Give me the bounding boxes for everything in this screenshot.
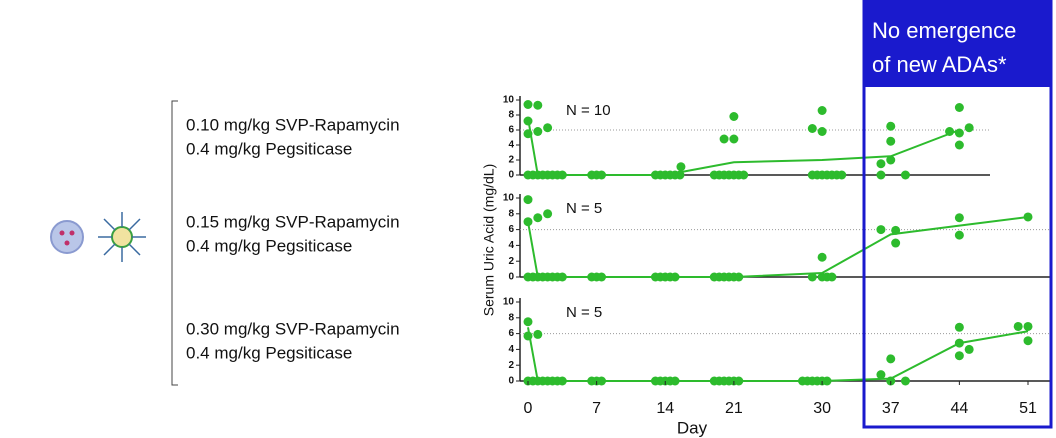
- data-point: [523, 195, 533, 205]
- x-tick-label: 51: [1019, 400, 1037, 417]
- data-point: [900, 376, 910, 386]
- x-tick-label: 30: [813, 400, 831, 417]
- y-tick-label: 8: [508, 312, 514, 323]
- y-tick-label: 10: [503, 95, 515, 106]
- y-tick-label: 2: [508, 360, 514, 371]
- data-point: [729, 112, 739, 121]
- plots: 0 2 4 6 8 10 N = 10 0 2 4 6 8 10 N = 5 0 2 4 6 8 10 N = 5 0 7 1…: [503, 95, 1050, 437]
- treatment-labels: 0.10 mg/kg SVP-Rapamycin 0.4 mg/kg Pegsit…: [186, 115, 400, 362]
- data-point: [807, 272, 817, 282]
- data-point: [543, 123, 553, 133]
- y-tick-label: 8: [508, 208, 514, 219]
- data-point: [533, 100, 543, 110]
- x-tick-label: 14: [656, 400, 674, 417]
- data-point: [954, 322, 964, 332]
- data-point: [533, 329, 543, 339]
- y-tick-label: 6: [508, 224, 514, 235]
- data-point: [523, 100, 533, 109]
- y-tick-label: 2: [508, 256, 514, 267]
- data-point: [676, 162, 686, 172]
- mean-line: [527, 215, 1029, 278]
- data-point: [817, 252, 827, 262]
- nanoparticle-icons: [50, 212, 146, 262]
- data-point: [739, 170, 749, 180]
- data-point: [876, 370, 886, 380]
- n-label: N = 5: [566, 304, 602, 321]
- x-tick-label: 37: [882, 400, 900, 417]
- data-point: [954, 128, 964, 138]
- data-point: [954, 351, 964, 361]
- callout-header: [864, 1, 1051, 87]
- y-tick-label: 0: [508, 170, 514, 181]
- data-point: [876, 159, 886, 169]
- data-point: [876, 225, 886, 235]
- data-point: [817, 106, 827, 115]
- y-tick-label: 8: [508, 110, 514, 121]
- data-point: [807, 124, 817, 133]
- data-point: [954, 230, 964, 240]
- y-tick-label: 6: [508, 328, 514, 339]
- drug-dot: [64, 240, 70, 246]
- mean-line: [527, 327, 1029, 382]
- data-point: [964, 344, 974, 354]
- n-label: N = 5: [566, 200, 602, 217]
- data-point: [954, 140, 964, 150]
- treatment-enzyme: 0.4 mg/kg Pegsiticase: [186, 236, 352, 255]
- x-tick-label: 0: [524, 400, 533, 417]
- data-point: [886, 155, 896, 165]
- callout-text: No emergence: [872, 18, 1016, 43]
- y-tick-label: 0: [508, 272, 514, 283]
- svp-particle: [50, 220, 84, 254]
- mean-line: [527, 117, 960, 176]
- data-point: [1013, 321, 1023, 331]
- data-point: [543, 209, 553, 219]
- data-point: [817, 127, 827, 136]
- y-tick-label: 4: [508, 344, 514, 355]
- treatment-drug: 0.10 mg/kg SVP-Rapamycin: [186, 115, 400, 134]
- data-point: [1023, 336, 1033, 346]
- y-tick-label: 2: [508, 155, 514, 166]
- x-axis-label: Day: [677, 418, 708, 437]
- data-point: [886, 136, 896, 146]
- data-point: [1023, 321, 1033, 331]
- callout-text: of new ADAs*: [872, 52, 1007, 77]
- x-tick-label: 21: [725, 400, 743, 417]
- data-point: [900, 170, 910, 180]
- y-tick-label: 0: [508, 376, 514, 387]
- data-point: [719, 134, 729, 144]
- y-tick-label: 4: [508, 240, 514, 251]
- data-point: [876, 170, 886, 180]
- data-point: [837, 170, 847, 180]
- drug-dot: [59, 230, 65, 236]
- treatment-drug: 0.15 mg/kg SVP-Rapamycin: [186, 212, 400, 231]
- n-label: N = 10: [566, 102, 611, 119]
- data-point: [523, 317, 533, 327]
- x-tick-label: 7: [592, 400, 601, 417]
- treatment-enzyme: 0.4 mg/kg Pegsiticase: [186, 139, 352, 158]
- treatment-enzyme: 0.4 mg/kg Pegsiticase: [186, 343, 352, 362]
- y-axis-label: Serum Uric Acid (mg/dL): [481, 164, 497, 316]
- data-point: [964, 123, 974, 133]
- data-point: [729, 134, 739, 144]
- drug-dot: [69, 230, 75, 236]
- data-point: [827, 272, 837, 282]
- x-tick-label: 44: [950, 400, 968, 417]
- bracket: [171, 100, 178, 386]
- peg-chains: [98, 212, 146, 262]
- y-tick-label: 4: [508, 140, 514, 151]
- y-tick-label: 10: [503, 297, 515, 308]
- y-tick-label: 10: [503, 193, 515, 204]
- treatment-drug: 0.30 mg/kg SVP-Rapamycin: [186, 319, 400, 338]
- y-tick-label: 6: [508, 125, 514, 136]
- data-point: [533, 127, 543, 136]
- data-point: [954, 103, 964, 112]
- data-point: [954, 213, 964, 223]
- data-point: [886, 121, 896, 131]
- data-point: [886, 354, 896, 364]
- data-point: [533, 213, 543, 223]
- data-point: [891, 238, 901, 248]
